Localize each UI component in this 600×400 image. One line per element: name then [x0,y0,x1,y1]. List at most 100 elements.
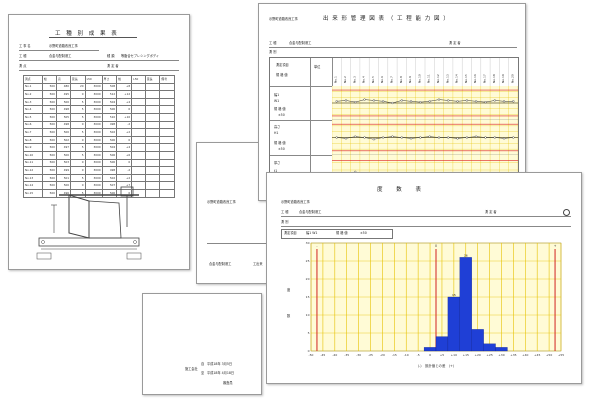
table-cell: 501 [55,173,72,183]
control-column-label: No.11 [427,74,431,83]
control-point [335,136,338,139]
table-cell: 502 [101,128,118,137]
table-cell [131,105,146,114]
table-cell [131,112,146,122]
control-column-label: No.9 [408,76,412,83]
table-header-cell: 幅 [41,75,57,84]
histogram-x-tick: -25 [368,353,373,357]
control-column-label: No.2 [343,76,347,83]
table-cell: 500 [101,135,118,145]
histogram-y-tick: 30 [306,241,310,245]
table-cell: 0 [116,105,133,114]
cover-company-label: 施工会社 [185,367,198,371]
table-cell: 508 [101,82,118,92]
table-cell: 498 [101,166,118,175]
table-cell: 496 [55,188,72,198]
histogram-x-tick: +5 [440,353,445,357]
control-point [437,136,441,139]
table-cell: 5 [70,105,86,114]
control-point [465,99,468,102]
table-cell: No.12 [23,166,43,175]
histogram-title: 度 数 表 [377,187,427,193]
control-point [428,135,431,138]
control-point [447,99,450,102]
control-column-label: No.18 [492,74,496,83]
table-cell: 3000 [84,150,103,160]
sheet-cover: 自 平成18年 3月5日 施工会社 至 平成18年 4月18日 審査員 [142,293,262,395]
control-point [335,100,338,103]
histogram-work-label: 工 種 [281,210,289,214]
table-cell [131,173,146,183]
table-cell: 500 [55,150,72,160]
table-cell [144,150,161,160]
histogram-bar [483,343,496,352]
histogram-limit-label: + [554,244,557,248]
type-value: 等脂合セプレシングボディ [121,54,160,58]
table-cell: 498 [101,120,118,130]
table-cell: 5 [70,112,86,122]
table-cell [159,143,175,152]
table-cell: 506 [101,150,118,160]
histogram-x-tick: -10 [404,353,409,357]
table-cell: +2 [116,173,133,183]
histogram-bar [495,347,508,352]
table-cell [159,150,175,160]
control-row1-sub: W1 [274,99,280,103]
control-column-label: No.4 [362,76,366,83]
table-cell: 495 [55,90,72,99]
table-header-cell: L50 [84,75,103,84]
control-row2-label: 高さ [274,125,281,129]
table-header-cell: 延長 [144,75,161,84]
table-cell [144,128,161,137]
table-cell: -2 [116,166,133,175]
histogram-y-tick: 20 [306,277,310,281]
control-point [363,136,366,139]
control-point [512,100,515,103]
control-title: 出 来 形 管 理 図 表 （ 工 程 能 力 図 ） [323,16,450,22]
recorder-label: 測 定 者 [107,64,119,68]
table-cell: 500 [41,173,57,183]
control-column-label: No.5 [371,76,375,83]
table-cell: 500 [41,120,57,130]
table-cell: 3000 [84,188,103,198]
histogram-y-label-bottom: 数 [287,314,291,318]
table-row: No.11 500 503 0 3000 500 0 [23,158,175,168]
control-point [400,99,403,102]
table-cell: 510 [101,112,118,122]
table-cell: 500 [101,158,118,168]
table-cell: 500 [41,166,57,175]
control-header-sub: 規 格 値 [276,73,288,77]
histogram-y-tick: 25 [306,259,310,263]
table-header-cell: 幅 [116,75,133,84]
control-project: 示野町道路改良工事 [269,17,298,21]
table-cell: +8 [116,82,133,92]
table-cell [144,173,161,183]
table-cell: No.6 [23,120,43,130]
table-row: No.3 500 500 5 3000 504 +4 [23,97,175,107]
control-row1-spec-val: ±50 [278,113,285,117]
table-cell: No.11 [23,158,43,168]
cross-section-drawing [36,186,142,260]
table-cell: 503 [55,158,72,168]
histogram-x-tick: -5 [417,353,420,357]
control-series-line [336,136,514,140]
control-point [502,100,506,103]
table-cell: 512 [101,90,118,99]
control-point [372,99,375,102]
table-row: No.6 500 498 0 3000 498 -2 [23,120,175,130]
table-cell: No.4 [23,105,43,114]
place-label: 測 点 [19,64,27,68]
table-cell: No.9 [23,143,43,152]
table-cell [159,128,175,137]
table-cell: 500 [41,150,57,160]
control-header-left: 測定項目 [276,63,289,67]
table-cell [131,158,146,168]
table-header-cell: 延長 [70,75,86,84]
table-cell: 3000 [84,166,103,175]
table-cell: 498 [55,120,72,130]
histogram-item-value: 幅1 W1 [306,231,318,235]
control-point [456,137,459,140]
histogram-x-tick: -15 [392,353,397,357]
table-cell [159,158,175,168]
table-cell [144,105,161,114]
